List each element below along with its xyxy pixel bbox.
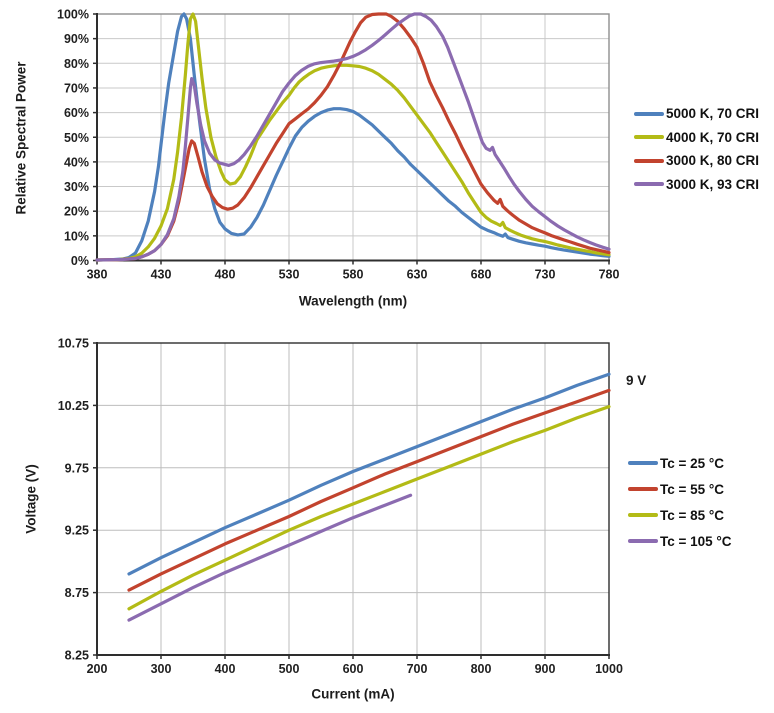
series-line: [127, 493, 413, 622]
x-tick-label: 430: [151, 268, 172, 282]
x-tick-label: 480: [215, 268, 236, 282]
legend-swatch: [634, 158, 664, 163]
current-x-axis-title: Current (mA): [311, 686, 395, 702]
x-tick-label: 400: [215, 662, 236, 676]
x-tick-label: 630: [407, 268, 428, 282]
legend-swatch: [628, 539, 658, 543]
legend-label: 5000 K, 70 CRI: [666, 106, 760, 122]
x-tick-label: 700: [407, 662, 428, 676]
legend-swatch: [634, 135, 664, 140]
series-line: [127, 372, 611, 576]
series-line: [95, 12, 611, 262]
x-tick-label: 200: [87, 662, 108, 676]
x-tick-label: 300: [151, 662, 172, 676]
y-tick-label: 40%: [64, 155, 89, 169]
spectral-y-axis-title: Relative Spectral Power: [13, 61, 29, 215]
voltage-current-chart: 200 300 400 500 600 700 800 900 1000 8.25 8.75 9.25…: [58, 337, 623, 677]
y-tick-label: 100%: [57, 8, 89, 22]
y-tick-label: 0%: [71, 254, 89, 268]
legend-swatch: [634, 111, 664, 116]
x-tick-label: 600: [343, 662, 364, 676]
legend-swatch: [634, 182, 664, 187]
series-line: [127, 404, 611, 611]
x-tick-label: 680: [471, 268, 492, 282]
y-tick-label: 8.75: [65, 586, 89, 600]
legend-item: 5000 K, 70 CRI: [634, 102, 759, 126]
x-tick-label: 900: [535, 662, 556, 676]
nine-volt-annotation: 9 V: [626, 373, 647, 388]
legend-swatch: [628, 513, 658, 517]
x-tick-label: 730: [535, 268, 556, 282]
series-line: [95, 12, 611, 262]
x-tick-label: 1000: [595, 662, 623, 676]
voltage-legend: Tc = 25 °C Tc = 55 °C Tc = 85 °C Tc = 10…: [628, 450, 732, 554]
legend-item: 3000 K, 80 CRI: [634, 149, 759, 173]
y-tick-label: 70%: [64, 81, 89, 95]
y-tick-label: 20%: [64, 205, 89, 219]
y-tick-label: 10.75: [58, 337, 89, 351]
legend-label: Tc = 55 °C: [660, 481, 725, 497]
x-tick-label: 380: [87, 268, 108, 282]
legend-item: Tc = 25 °C: [628, 450, 732, 476]
legend-label: 4000 K, 70 CRI: [666, 129, 760, 145]
x-tick-label: 780: [599, 268, 620, 282]
y-tick-label: 10%: [64, 229, 89, 243]
legend-item: Tc = 85 °C: [628, 502, 732, 528]
legend-item: Tc = 55 °C: [628, 476, 732, 502]
x-tick-label: 800: [471, 662, 492, 676]
y-tick-label: 30%: [64, 180, 89, 194]
legend-label: Tc = 105 °C: [660, 533, 732, 549]
spectral-power-chart: 380 430 480 530 580 630 680 730 780 0% 10% 20% 30% 40…: [57, 8, 620, 282]
x-tick-label: 500: [279, 662, 300, 676]
y-tick-label: 9.25: [65, 524, 89, 538]
legend-item: 3000 K, 93 CRI: [634, 173, 759, 197]
y-tick-label: 80%: [64, 57, 89, 71]
y-tick-label: 50%: [64, 131, 89, 145]
legend-label: 3000 K, 80 CRI: [666, 153, 760, 169]
voltage-y-axis-title: Voltage (V): [23, 464, 39, 534]
y-tick-label: 90%: [64, 32, 89, 46]
y-tick-label: 10.25: [58, 399, 89, 413]
series-line: [95, 12, 611, 262]
legend-swatch: [628, 461, 658, 465]
legend-label: Tc = 25 °C: [660, 455, 725, 471]
series-line: [95, 12, 611, 262]
spectral-x-axis-title: Wavelength (nm): [298, 293, 408, 309]
series-line: [127, 388, 611, 592]
x-tick-label: 530: [279, 268, 300, 282]
legend-label: Tc = 85 °C: [660, 507, 725, 523]
spectral-legend: 5000 K, 70 CRI 4000 K, 70 CRI 3000 K, 80…: [634, 102, 759, 196]
legend-item: Tc = 105 °C: [628, 528, 732, 554]
legend-swatch: [628, 487, 658, 491]
y-tick-label: 9.75: [65, 461, 89, 475]
y-tick-label: 8.25: [65, 649, 89, 663]
x-tick-label: 580: [343, 268, 364, 282]
legend-label: 3000 K, 93 CRI: [666, 176, 760, 192]
y-tick-label: 60%: [64, 106, 89, 120]
legend-item: 4000 K, 70 CRI: [634, 126, 759, 150]
